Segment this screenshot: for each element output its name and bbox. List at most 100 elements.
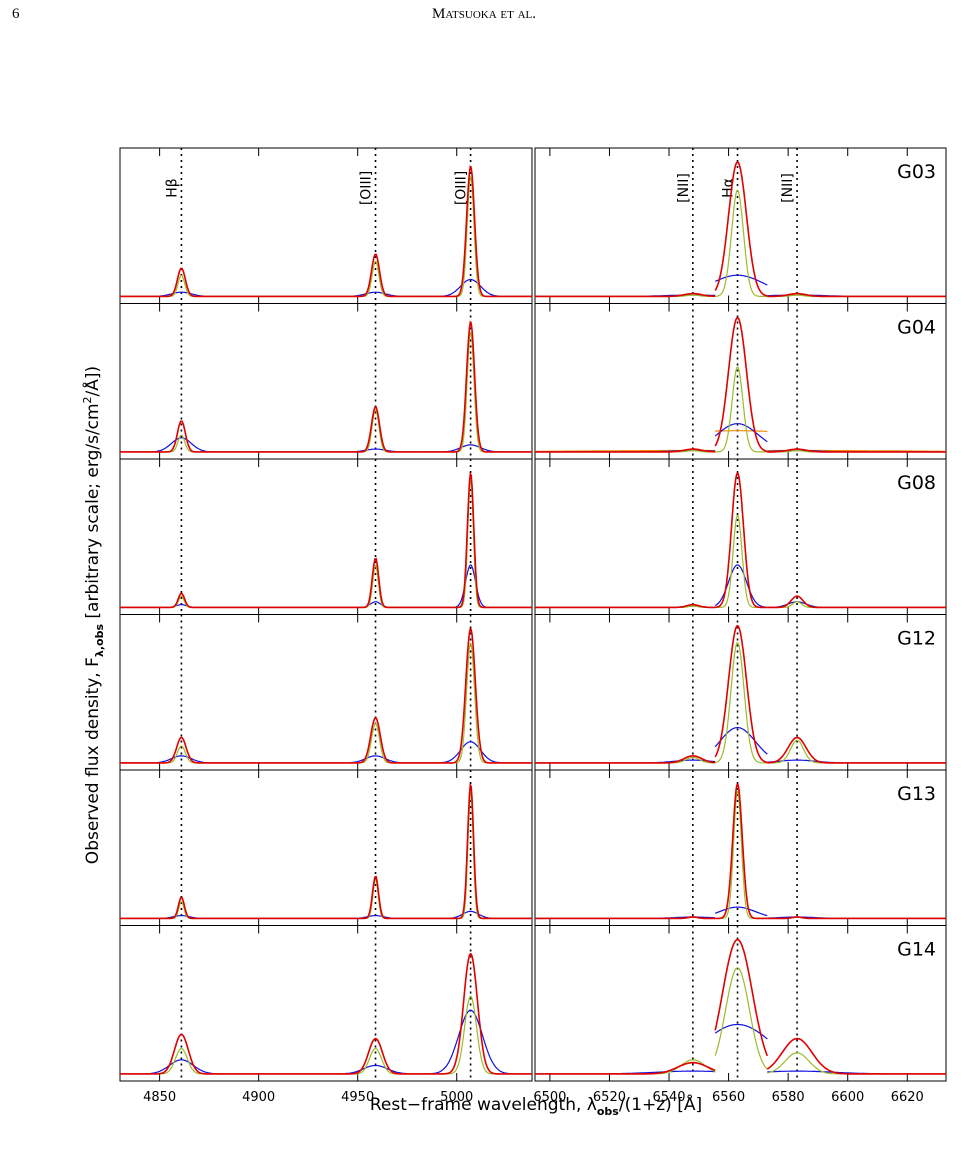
- fit-curve: [120, 592, 279, 609]
- fit-curve: [120, 736, 279, 764]
- row-label: G03: [897, 161, 936, 183]
- fit-curve: [278, 565, 424, 608]
- fit-curve: [278, 878, 424, 919]
- running-head: Matsuoka et al.: [432, 6, 536, 22]
- fit-curve: [120, 420, 279, 453]
- fit-curve: [715, 514, 768, 608]
- fit-curve: [423, 741, 532, 764]
- fit-curve: [714, 161, 768, 297]
- fit-curve: [120, 896, 279, 920]
- fit-curve: [278, 260, 424, 297]
- fit-curve: [715, 472, 768, 609]
- panel-frame: [534, 769, 947, 926]
- fit-curve: [278, 409, 424, 453]
- fit-curve: [120, 901, 279, 919]
- fit-curve: [120, 1033, 279, 1075]
- fit-curve: [767, 601, 946, 608]
- fit-curve: [423, 320, 532, 453]
- fit-curve: [715, 430, 768, 432]
- line-label: [NII]: [676, 173, 692, 203]
- row-label: G12: [897, 628, 936, 650]
- fit-curve: [120, 755, 279, 764]
- fit-curve: [715, 783, 768, 920]
- x-tick-label: 6600: [831, 1090, 864, 1105]
- fit-curve: [767, 292, 946, 298]
- fit-curve: [714, 1023, 768, 1040]
- fit-curve: [714, 316, 768, 453]
- x-tick-label: 6620: [891, 1090, 924, 1105]
- line-label: Hβ: [164, 178, 180, 197]
- panel-frame: [119, 925, 533, 1082]
- y-label-part: /Å]): [81, 366, 103, 397]
- row-label: G08: [897, 472, 936, 494]
- fit-curve: [767, 736, 946, 764]
- fit-curve: [423, 627, 532, 764]
- line-label: [NII]: [780, 173, 796, 203]
- line-label: Hα: [721, 178, 737, 198]
- fit-curve: [714, 967, 768, 1070]
- fit-curve: [423, 471, 532, 609]
- fit-curve: [278, 875, 424, 920]
- fit-curve: [423, 952, 532, 1075]
- fit-curve: [535, 755, 716, 764]
- row-label: G14: [897, 939, 936, 961]
- fit-curve: [767, 448, 946, 453]
- fit-curve: [714, 938, 769, 1057]
- x-label-part: /(1+z) [Å]: [619, 1093, 702, 1115]
- fit-curve: [423, 175, 532, 297]
- fit-curve: [120, 595, 279, 608]
- fit-curve: [535, 916, 716, 920]
- fit-curve: [715, 189, 768, 297]
- y-label-sup: 2: [81, 396, 94, 403]
- fit-curve: [423, 444, 532, 453]
- fit-curve: [278, 1037, 424, 1075]
- x-tick-label: 6580: [772, 1090, 805, 1105]
- fit-curve: [120, 267, 279, 298]
- x-label-part: Rest−frame wavelength, λ: [370, 1095, 597, 1115]
- fit-curve: [767, 916, 946, 920]
- fit-curve: [120, 275, 279, 297]
- x-tick-label: 6520: [593, 1090, 626, 1105]
- fit-curve: [535, 1061, 716, 1075]
- y-axis-label: Observed flux density, Fλ,obs [arbitrary…: [81, 366, 106, 864]
- fit-curve: [714, 423, 768, 443]
- row-label: G13: [897, 783, 936, 805]
- fit-curve: [278, 1048, 424, 1075]
- fit-curve: [714, 727, 768, 755]
- x-tick-label: 6540: [652, 1090, 685, 1105]
- panel-frame: [534, 925, 947, 1082]
- x-tick-label: 5000: [440, 1090, 473, 1105]
- x-tick-label: 6500: [533, 1090, 566, 1105]
- fit-curve: [278, 717, 424, 764]
- y-label-sub: λ,obs: [93, 624, 106, 658]
- fit-curve: [715, 642, 768, 764]
- fit-curve: [278, 253, 424, 298]
- x-tick-label: 4850: [143, 1090, 176, 1105]
- fit-curve: [714, 906, 768, 917]
- y-label-part: [arbitrary scale; erg/s/cm: [83, 403, 103, 624]
- fit-curve: [535, 292, 716, 298]
- fit-curve: [278, 601, 424, 608]
- fit-curve: [120, 1048, 279, 1075]
- x-tick-label: 4950: [341, 1090, 374, 1105]
- fit-curve: [535, 603, 716, 609]
- fit-curve: [535, 448, 716, 453]
- fit-curve: [120, 437, 279, 453]
- fit-curve: [535, 1059, 716, 1075]
- y-label-part: Observed flux density, F: [83, 657, 103, 864]
- fit-curve: [423, 782, 532, 920]
- fit-curve: [766, 1037, 946, 1075]
- fit-curve: [423, 642, 532, 764]
- line-label: [OIII]: [454, 171, 470, 205]
- x-tick-label: 4900: [242, 1090, 275, 1105]
- fit-curve: [423, 330, 532, 453]
- x-axis-label: Rest−frame wavelength, λobs/(1+z) [Å]: [370, 1093, 702, 1118]
- fit-curve: [423, 1009, 532, 1075]
- fit-curve: [278, 723, 424, 764]
- fit-curve: [423, 791, 532, 919]
- fit-curve: [278, 1064, 424, 1075]
- fit-curve: [423, 165, 532, 298]
- fit-curve: [715, 366, 768, 453]
- x-tick-label: 6560: [712, 1090, 745, 1105]
